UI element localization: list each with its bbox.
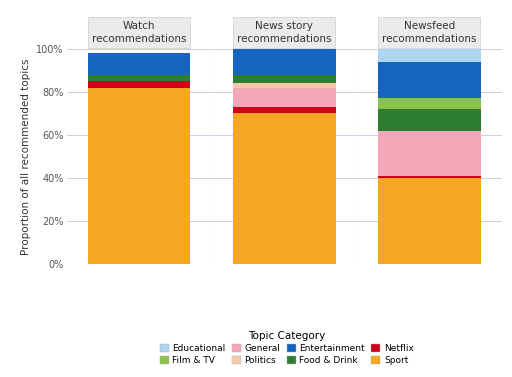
Bar <box>88 81 190 88</box>
Title: Newsfeed
recommendations: Newsfeed recommendations <box>382 21 477 44</box>
Bar <box>378 98 481 109</box>
Bar <box>88 88 190 264</box>
Bar <box>378 109 481 131</box>
Bar <box>378 49 481 62</box>
Bar <box>378 62 481 98</box>
Title: Watch
recommendations: Watch recommendations <box>92 21 186 44</box>
Bar <box>378 131 481 176</box>
Bar <box>233 83 335 88</box>
Bar <box>233 113 335 264</box>
Bar <box>233 88 335 107</box>
Legend: Educational, Film & TV, General, Politics, Entertainment, Food & Drink, Netflix,: Educational, Film & TV, General, Politic… <box>156 327 417 369</box>
Y-axis label: Proportion of all recommended topics: Proportion of all recommended topics <box>20 58 31 255</box>
Bar <box>233 107 335 113</box>
Title: News story
recommendations: News story recommendations <box>237 21 331 44</box>
Bar <box>88 75 190 81</box>
Bar <box>88 53 190 75</box>
Bar <box>233 49 335 75</box>
Bar <box>233 75 335 83</box>
Bar <box>378 178 481 264</box>
Bar <box>378 176 481 178</box>
